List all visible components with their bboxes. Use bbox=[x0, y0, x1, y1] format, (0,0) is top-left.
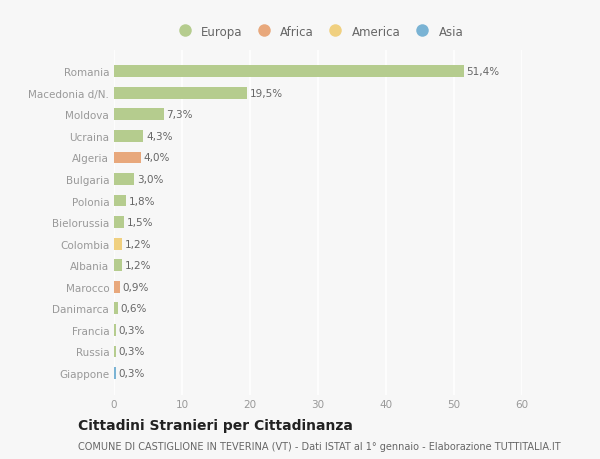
Bar bbox=[114, 217, 124, 229]
Legend: Europa, Africa, America, Asia: Europa, Africa, America, Asia bbox=[169, 22, 467, 42]
Text: COMUNE DI CASTIGLIONE IN TEVERINA (VT) - Dati ISTAT al 1° gennaio - Elaborazione: COMUNE DI CASTIGLIONE IN TEVERINA (VT) -… bbox=[78, 441, 560, 451]
Text: 0,3%: 0,3% bbox=[119, 347, 145, 357]
Bar bbox=[114, 281, 120, 293]
Text: 1,5%: 1,5% bbox=[127, 218, 154, 228]
Bar bbox=[114, 131, 143, 142]
Text: 51,4%: 51,4% bbox=[466, 67, 499, 77]
Bar bbox=[114, 88, 247, 100]
Text: 1,2%: 1,2% bbox=[125, 261, 151, 271]
Text: 1,8%: 1,8% bbox=[129, 196, 155, 206]
Text: 0,6%: 0,6% bbox=[121, 304, 147, 313]
Bar bbox=[114, 66, 464, 78]
Bar bbox=[114, 174, 134, 185]
Text: 1,2%: 1,2% bbox=[125, 239, 151, 249]
Text: Cittadini Stranieri per Cittadinanza: Cittadini Stranieri per Cittadinanza bbox=[78, 418, 353, 432]
Text: 7,3%: 7,3% bbox=[166, 110, 193, 120]
Text: 0,9%: 0,9% bbox=[123, 282, 149, 292]
Bar bbox=[114, 367, 116, 379]
Bar bbox=[114, 260, 122, 272]
Bar bbox=[114, 109, 164, 121]
Text: 3,0%: 3,0% bbox=[137, 174, 163, 185]
Text: 0,3%: 0,3% bbox=[119, 368, 145, 378]
Bar bbox=[114, 195, 126, 207]
Text: 19,5%: 19,5% bbox=[250, 89, 283, 99]
Text: 0,3%: 0,3% bbox=[119, 325, 145, 335]
Bar bbox=[114, 238, 122, 250]
Bar bbox=[114, 152, 141, 164]
Bar bbox=[114, 346, 116, 358]
Text: 4,0%: 4,0% bbox=[144, 153, 170, 163]
Text: 4,3%: 4,3% bbox=[146, 132, 172, 141]
Bar bbox=[114, 303, 118, 314]
Bar bbox=[114, 324, 116, 336]
